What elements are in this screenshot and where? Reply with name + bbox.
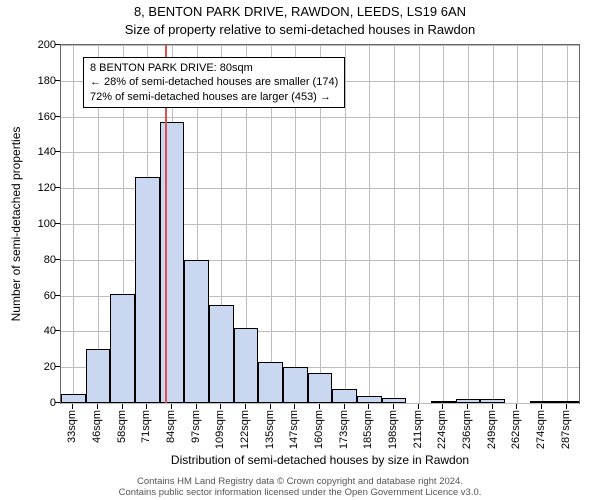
x-tick-label: 135sqm xyxy=(264,410,276,449)
histogram-bar xyxy=(110,294,135,403)
y-tick-label: 40 xyxy=(6,325,56,337)
x-tick-label: 173sqm xyxy=(338,410,350,449)
x-tick-label: 160sqm xyxy=(313,410,325,449)
histogram-bar xyxy=(258,362,283,403)
annotation-box: 8 BENTON PARK DRIVE: 80sqm← 28% of semi-… xyxy=(83,57,345,108)
y-tick-label: 0 xyxy=(6,397,56,409)
x-tick-label: 109sqm xyxy=(214,410,226,449)
x-axis-label: Distribution of semi-detached houses by … xyxy=(60,453,580,467)
x-tick-label: 274sqm xyxy=(535,410,547,449)
y-tick-label: 120 xyxy=(6,182,56,194)
histogram-bar xyxy=(382,398,407,403)
histogram-bar xyxy=(184,260,209,403)
x-tick-mark xyxy=(294,404,295,409)
y-tick-label: 80 xyxy=(6,254,56,266)
x-tick-label: 287sqm xyxy=(560,410,572,449)
annotation-line2: ← 28% of semi-detached houses are smalle… xyxy=(90,75,338,89)
grid-line-v xyxy=(369,45,370,403)
x-tick-mark xyxy=(245,404,246,409)
x-tick-label: 198sqm xyxy=(387,410,399,449)
chart-title-line2: Size of property relative to semi-detach… xyxy=(0,22,600,37)
y-tick-label: 60 xyxy=(6,290,56,302)
histogram-bar xyxy=(480,399,505,403)
y-tick-label: 100 xyxy=(6,218,56,230)
y-tick-label: 160 xyxy=(6,111,56,123)
x-tick-mark xyxy=(344,404,345,409)
histogram-bar xyxy=(332,389,357,403)
x-tick-label: 122sqm xyxy=(239,410,251,449)
x-tick-label: 97sqm xyxy=(190,410,202,443)
x-tick-label: 249sqm xyxy=(486,410,498,449)
x-tick-mark xyxy=(541,404,542,409)
x-tick-label: 33sqm xyxy=(66,410,78,443)
x-tick-label: 211sqm xyxy=(412,410,424,448)
chart-title-line1: 8, BENTON PARK DRIVE, RAWDON, LEEDS, LS1… xyxy=(0,4,600,19)
histogram-bar xyxy=(61,394,86,403)
x-tick-label: 84sqm xyxy=(165,410,177,443)
annotation-line3: 72% of semi-detached houses are larger (… xyxy=(90,90,338,104)
x-tick-mark xyxy=(442,404,443,409)
x-tick-mark xyxy=(171,404,172,409)
x-tick-mark xyxy=(270,404,271,409)
grid-line-v xyxy=(542,45,543,403)
x-tick-label: 185sqm xyxy=(362,410,374,449)
x-tick-mark xyxy=(467,404,468,409)
grid-line-v xyxy=(468,45,469,403)
x-tick-mark xyxy=(146,404,147,409)
x-tick-mark xyxy=(122,404,123,409)
grid-line-v xyxy=(567,45,568,403)
histogram-bar xyxy=(234,328,259,403)
x-tick-mark xyxy=(566,404,567,409)
histogram-bar xyxy=(209,305,234,403)
x-tick-label: 262sqm xyxy=(510,410,522,449)
grid-line-v xyxy=(493,45,494,403)
grid-line-h xyxy=(61,403,579,404)
plot-area: 8 BENTON PARK DRIVE: 80sqm← 28% of semi-… xyxy=(60,44,580,404)
chart-container: 8, BENTON PARK DRIVE, RAWDON, LEEDS, LS1… xyxy=(0,0,600,500)
histogram-bar xyxy=(283,367,308,403)
grid-line-v xyxy=(394,45,395,403)
footer-line1: Contains HM Land Registry data © Crown c… xyxy=(0,476,600,487)
x-tick-label: 71sqm xyxy=(140,410,152,443)
footer-line2: Contains public sector information licen… xyxy=(0,487,600,498)
footer-attribution: Contains HM Land Registry data © Crown c… xyxy=(0,476,600,498)
grid-line-v xyxy=(419,45,420,403)
x-tick-label: 236sqm xyxy=(461,410,473,449)
x-tick-mark xyxy=(418,404,419,409)
x-tick-mark xyxy=(492,404,493,409)
x-tick-label: 224sqm xyxy=(436,410,448,449)
grid-line-v xyxy=(517,45,518,403)
x-tick-mark xyxy=(319,404,320,409)
x-tick-label: 147sqm xyxy=(288,410,300,449)
x-tick-mark xyxy=(72,404,73,409)
y-tick-label: 200 xyxy=(6,39,56,51)
x-tick-label: 46sqm xyxy=(91,410,103,443)
x-tick-mark xyxy=(220,404,221,409)
histogram-bar xyxy=(160,122,185,403)
histogram-bar xyxy=(554,401,579,403)
histogram-bar xyxy=(530,401,555,403)
y-tick-label: 180 xyxy=(6,75,56,87)
grid-line-v xyxy=(443,45,444,403)
x-tick-mark xyxy=(368,404,369,409)
x-tick-label: 58sqm xyxy=(116,410,128,443)
y-tick-label: 20 xyxy=(6,361,56,373)
histogram-bar xyxy=(86,349,111,403)
histogram-bar xyxy=(135,177,160,403)
y-tick-label: 140 xyxy=(6,146,56,158)
histogram-bar xyxy=(456,399,481,403)
x-tick-mark xyxy=(97,404,98,409)
x-tick-mark xyxy=(516,404,517,409)
histogram-bar xyxy=(308,373,333,403)
x-tick-mark xyxy=(393,404,394,409)
annotation-line1: 8 BENTON PARK DRIVE: 80sqm xyxy=(90,61,338,75)
x-tick-mark xyxy=(196,404,197,409)
grid-line-v xyxy=(73,45,74,403)
histogram-bar xyxy=(357,396,382,403)
histogram-bar xyxy=(431,401,456,403)
